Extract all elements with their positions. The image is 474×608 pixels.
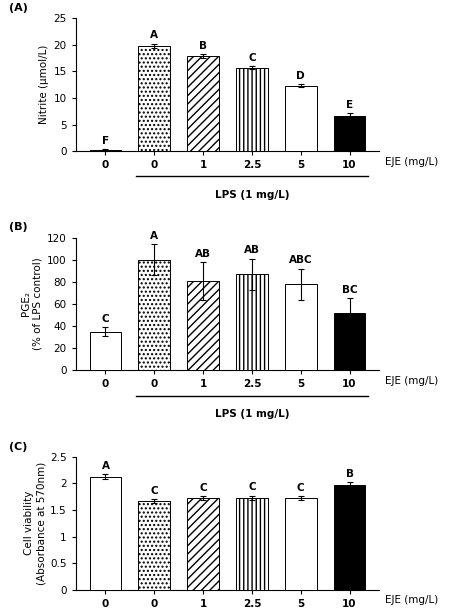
- Text: BC: BC: [342, 285, 357, 295]
- Y-axis label: Cell viability
(Absorbance at 570nm): Cell viability (Absorbance at 570nm): [25, 461, 46, 585]
- Bar: [90, 332, 121, 370]
- Text: AB: AB: [195, 249, 211, 258]
- Text: EJE (mg/L): EJE (mg/L): [385, 157, 438, 167]
- Text: B: B: [346, 469, 354, 479]
- Bar: [285, 86, 317, 151]
- Text: EJE (mg/L): EJE (mg/L): [385, 595, 438, 606]
- Text: D: D: [296, 71, 305, 81]
- Text: C: C: [297, 483, 305, 493]
- Text: (B): (B): [9, 223, 27, 232]
- Bar: [285, 284, 317, 370]
- Bar: [236, 274, 268, 370]
- Text: C: C: [102, 314, 109, 324]
- Bar: [138, 46, 170, 151]
- Text: C: C: [248, 53, 256, 63]
- Text: B: B: [199, 41, 207, 51]
- Y-axis label: Nitrite (μmol/L): Nitrite (μmol/L): [39, 45, 49, 125]
- Text: (C): (C): [9, 441, 27, 452]
- Text: LPS (1 mg/L): LPS (1 mg/L): [215, 409, 289, 419]
- Text: F: F: [102, 136, 109, 146]
- Bar: [334, 485, 365, 590]
- Text: ABC: ABC: [289, 255, 312, 265]
- Bar: [138, 260, 170, 370]
- Text: E: E: [346, 100, 353, 110]
- Text: A: A: [150, 30, 158, 41]
- Text: EJE (mg/L): EJE (mg/L): [385, 376, 438, 386]
- Bar: [334, 116, 365, 151]
- Text: AB: AB: [244, 245, 260, 255]
- Bar: [236, 67, 268, 151]
- Bar: [90, 150, 121, 151]
- Bar: [187, 56, 219, 151]
- Y-axis label: PGE₂
(% of LPS control): PGE₂ (% of LPS control): [21, 258, 43, 350]
- Text: C: C: [150, 486, 158, 496]
- Bar: [90, 477, 121, 590]
- Bar: [285, 499, 317, 590]
- Bar: [236, 498, 268, 590]
- Text: LPS (1 mg/L): LPS (1 mg/L): [215, 190, 289, 199]
- Text: C: C: [199, 483, 207, 493]
- Bar: [187, 499, 219, 590]
- Text: A: A: [101, 461, 109, 471]
- Bar: [334, 313, 365, 370]
- Bar: [138, 501, 170, 590]
- Bar: [187, 281, 219, 370]
- Text: (A): (A): [9, 3, 28, 13]
- Text: A: A: [150, 231, 158, 241]
- Text: C: C: [248, 482, 256, 492]
